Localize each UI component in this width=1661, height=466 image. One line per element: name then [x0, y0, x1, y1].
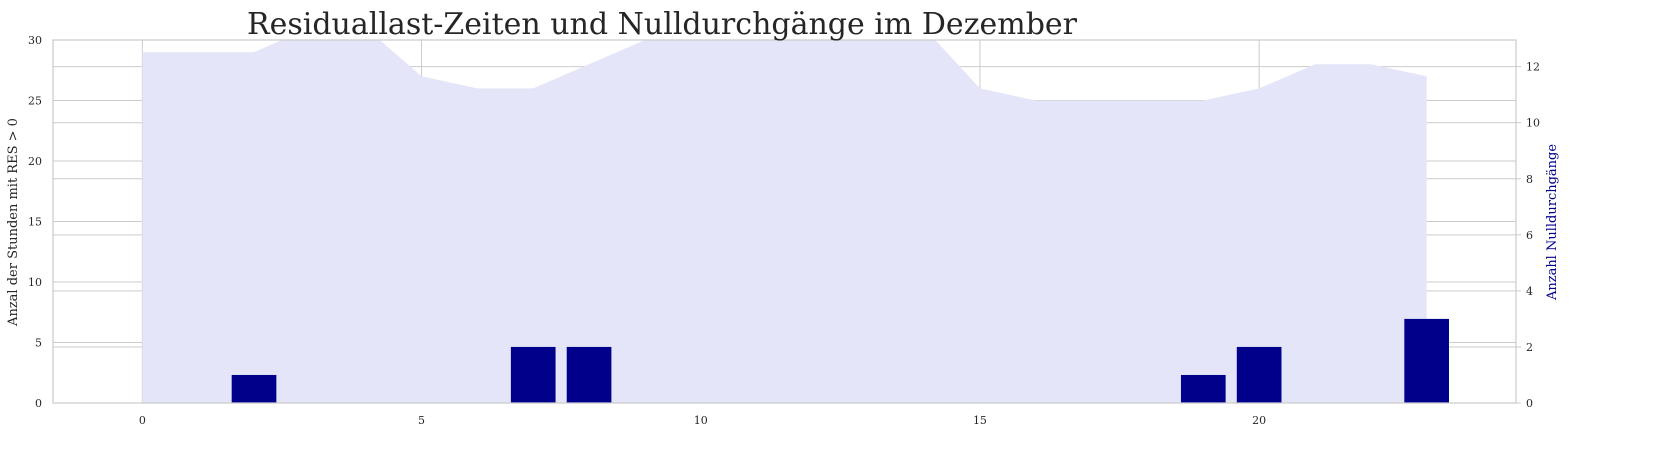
bar-zero-crossings [231, 374, 277, 403]
y-right-tick-label: 6 [1526, 229, 1533, 242]
bar-zero-crossings [1236, 346, 1282, 403]
y-right-tick-label: 2 [1526, 341, 1533, 354]
y-left-tick-label: 20 [28, 155, 42, 168]
bar-zero-crossings [1404, 318, 1449, 403]
y-left-tick-label: 5 [35, 337, 42, 350]
tick-labels: 0 5 10 15 20 0 5 10 15 20 25 30 0 2 4 6 8 10 12 [28, 34, 1540, 427]
bar-zero-crossings [566, 346, 612, 403]
y-left-tick-label: 25 [28, 95, 42, 108]
x-tick-label: 15 [973, 414, 987, 427]
x-tick-label: 5 [418, 414, 425, 427]
area-series [142, 40, 1427, 403]
bar-zero-crossings [1180, 374, 1226, 403]
y-left-tick-label: 0 [35, 397, 42, 410]
area-residual-hours [142, 40, 1427, 403]
y-right-tick-label: 12 [1526, 61, 1540, 74]
y-left-tick-label: 30 [28, 34, 42, 47]
x-tick-label: 10 [694, 414, 708, 427]
y-axis-right-label: Anzahl Nulldurchgänge [1545, 144, 1560, 301]
y-left-tick-label: 10 [28, 276, 42, 289]
y-right-tick-label: 4 [1526, 285, 1533, 298]
x-tick-label: 0 [139, 414, 146, 427]
y-axis-left-label: Anzal der Stunden mit RES > 0 [6, 118, 21, 327]
x-tick-label: 20 [1252, 414, 1266, 427]
y-left-tick-label: 15 [28, 216, 42, 229]
y-right-tick-label: 0 [1526, 397, 1533, 410]
axis-spines [52, 39, 1517, 404]
plot-frame [52, 39, 1517, 404]
bar-zero-crossings [510, 346, 556, 403]
bar-series [231, 318, 1449, 403]
chart-title: Residuallast-Zeiten und Nulldurchgänge i… [247, 7, 1078, 42]
y-right-tick-label: 8 [1526, 173, 1533, 186]
y-right-tick-label: 10 [1526, 117, 1540, 130]
